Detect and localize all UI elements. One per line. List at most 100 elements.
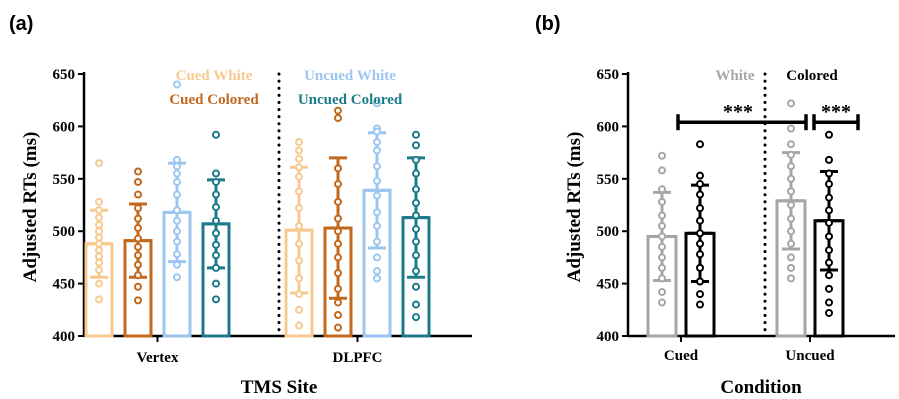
data-point xyxy=(373,274,381,283)
bar-group xyxy=(84,159,114,338)
data-point xyxy=(696,239,704,248)
data-point xyxy=(295,321,303,330)
panel-a-categories: Vertex DLPFC xyxy=(137,336,383,366)
data-point xyxy=(212,190,220,199)
data-point xyxy=(787,274,795,283)
data-point xyxy=(212,216,220,225)
bar-group xyxy=(284,138,314,338)
data-point xyxy=(212,295,220,304)
data-point xyxy=(825,308,833,317)
data-point xyxy=(295,290,303,299)
y-tick-label: 400 xyxy=(597,329,620,345)
legend-entry: Uncued White xyxy=(304,68,396,84)
data-point xyxy=(334,323,342,332)
data-point xyxy=(412,313,420,322)
bar-group xyxy=(323,106,353,338)
data-point xyxy=(212,130,220,139)
y-tick-label: 600 xyxy=(53,119,76,135)
panel-b-ylabel: Adjusted RTs (ms) xyxy=(564,132,585,283)
data-point xyxy=(95,279,103,288)
data-point xyxy=(825,193,833,202)
x-tick-label: DLPFC xyxy=(333,350,383,366)
data-point xyxy=(412,185,420,194)
y-tick-label: 400 xyxy=(53,329,76,345)
data-point xyxy=(825,258,833,267)
data-point xyxy=(658,253,666,262)
y-tick-label: 450 xyxy=(53,277,76,293)
bar-group xyxy=(813,130,845,338)
data-point xyxy=(295,138,303,147)
data-point xyxy=(696,229,704,238)
data-point xyxy=(825,155,833,164)
legend-entry: Uncued Colored xyxy=(298,92,403,108)
panel-a-xlabel: TMS Site xyxy=(241,377,318,398)
data-point xyxy=(295,305,303,314)
data-point xyxy=(173,260,181,269)
panel-b-label: (b) xyxy=(535,13,561,35)
data-point xyxy=(412,267,420,276)
data-point xyxy=(787,227,795,236)
data-point xyxy=(696,250,704,259)
data-point xyxy=(373,191,381,200)
data-point xyxy=(334,164,342,173)
data-point xyxy=(787,239,795,248)
data-point xyxy=(787,201,795,209)
data-point xyxy=(173,155,181,164)
data-point xyxy=(95,220,103,229)
legend-entry: White xyxy=(715,68,755,84)
data-point xyxy=(696,263,704,272)
data-point xyxy=(134,242,142,251)
data-point xyxy=(334,311,342,320)
y-tick-label: 650 xyxy=(597,67,620,83)
data-point xyxy=(212,177,220,186)
data-point xyxy=(825,271,833,280)
data-point xyxy=(412,225,420,234)
bar-group xyxy=(162,80,192,338)
data-point xyxy=(825,218,833,227)
data-point xyxy=(95,197,103,206)
data-point xyxy=(212,279,220,288)
data-point xyxy=(95,258,103,267)
significance-bracket: *** xyxy=(812,101,860,131)
data-point xyxy=(95,239,103,248)
y-tick-label: 500 xyxy=(597,224,620,240)
data-point xyxy=(173,250,181,259)
data-point xyxy=(658,166,666,175)
data-point xyxy=(787,150,795,159)
data-point xyxy=(295,163,303,172)
data-point xyxy=(212,229,220,238)
bar-group xyxy=(362,99,392,338)
data-point xyxy=(295,221,303,230)
data-point xyxy=(134,234,142,243)
bar-group xyxy=(201,130,231,338)
data-point xyxy=(173,216,181,225)
data-point xyxy=(134,177,142,186)
data-point xyxy=(173,227,181,236)
data-point xyxy=(173,80,181,89)
data-point xyxy=(825,206,833,215)
significance-bracket: *** xyxy=(676,101,808,131)
data-point xyxy=(295,256,303,265)
panel-b-xlabel: Condition xyxy=(720,377,802,398)
data-point xyxy=(696,277,704,286)
panel-a-marks xyxy=(82,72,472,338)
data-point xyxy=(334,239,342,248)
data-point xyxy=(295,172,303,181)
data-point xyxy=(134,204,142,213)
data-point xyxy=(825,284,833,293)
data-point xyxy=(787,140,795,149)
data-point xyxy=(173,273,181,282)
panel-a: (a) Adjusted RTs (ms) TMS Site 400 450 500… xyxy=(9,13,472,398)
data-point xyxy=(173,206,181,215)
data-point xyxy=(134,251,142,260)
data-point xyxy=(173,169,181,178)
data-point xyxy=(95,227,103,236)
data-point xyxy=(412,282,420,291)
data-point xyxy=(412,130,420,139)
data-point xyxy=(173,190,181,199)
x-tick-label: Uncued xyxy=(785,348,835,364)
data-point xyxy=(696,180,704,189)
data-point xyxy=(295,239,303,248)
data-point xyxy=(696,300,704,309)
data-point xyxy=(334,114,342,123)
